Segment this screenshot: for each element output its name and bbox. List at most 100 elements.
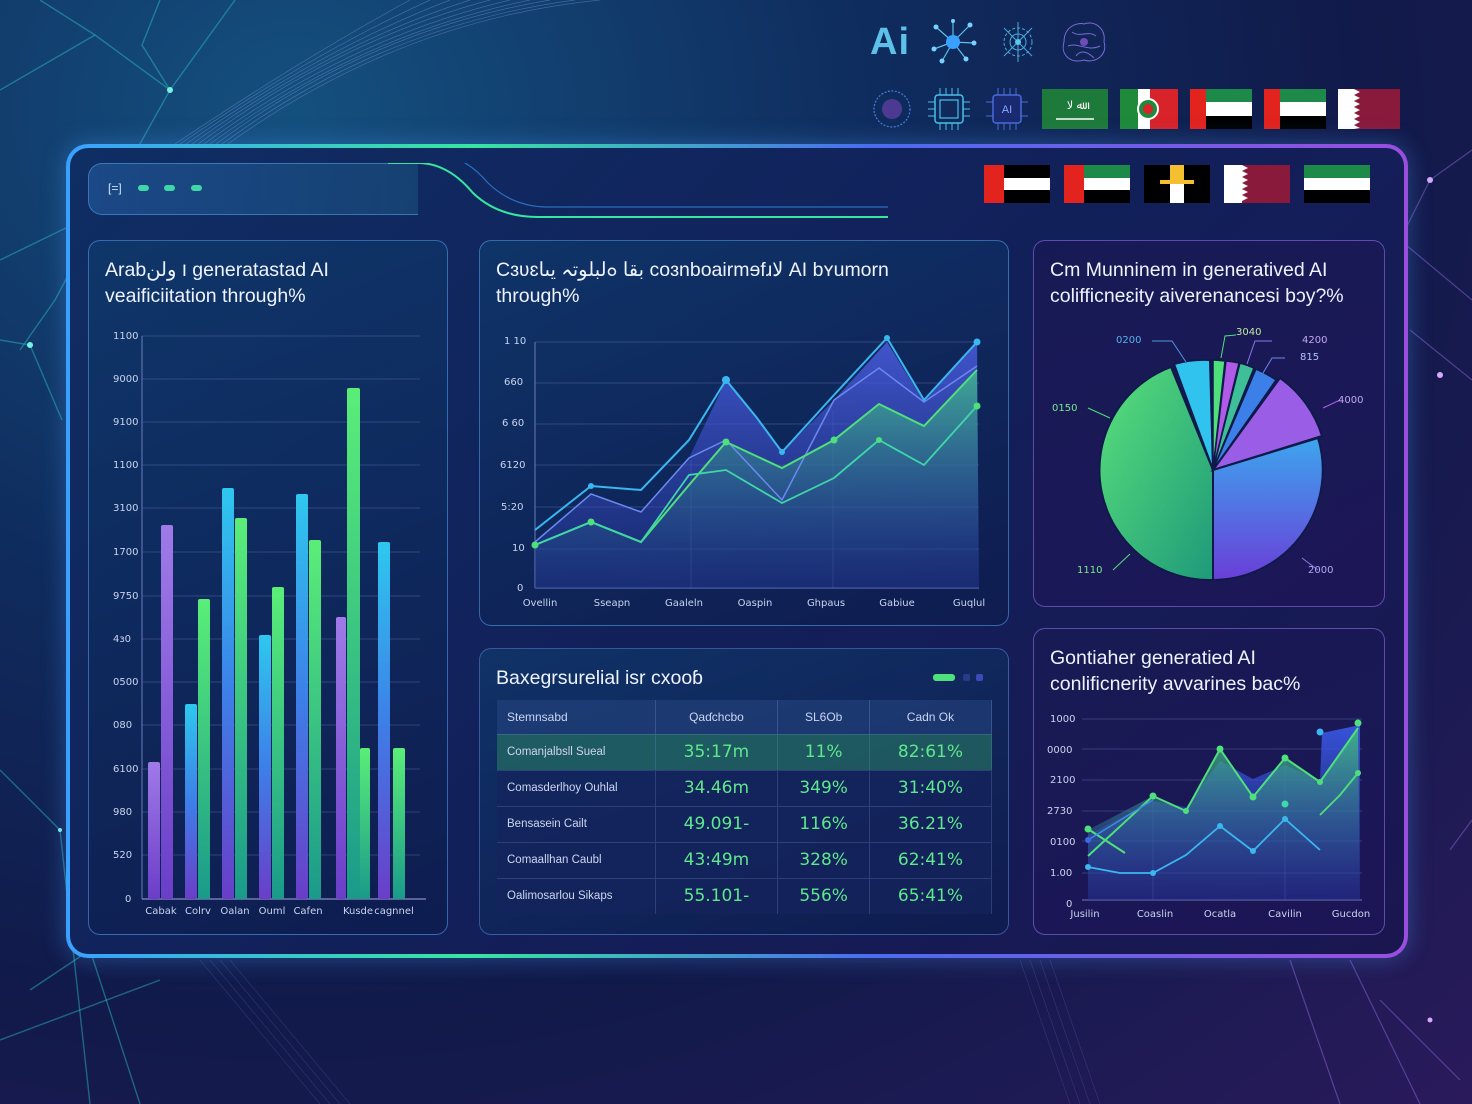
- svg-text:AI: AI: [1002, 104, 1012, 116]
- x-tick: Ouml: [258, 906, 286, 917]
- row-name: Comasderlhoy Ouhlal: [497, 769, 656, 806]
- y-tick: 980: [113, 807, 133, 818]
- x-tick: Kusde: [342, 906, 374, 917]
- pie-label: 4000: [1338, 395, 1364, 406]
- y-tick: 0000: [1047, 745, 1073, 756]
- y-tick: 0100: [1050, 837, 1076, 848]
- row-change: 65:41%: [869, 877, 993, 914]
- y-tick: 1700: [113, 547, 139, 558]
- y-tick: 2100: [1050, 775, 1076, 786]
- pie-chart-title: Cm Munninem in generatived AI colifficne…: [1050, 257, 1344, 309]
- table-header-row: Stemnsabd Qaɗchcbo SL6Ob Cadn Ok: [497, 700, 993, 734]
- uae-flag: [984, 165, 1050, 203]
- column-header[interactable]: Stemnsabd: [497, 700, 656, 734]
- table-row[interactable]: Bensasein Cailt 49.091- 116% 36.21%: [497, 805, 993, 842]
- y-tick: 10: [512, 543, 525, 554]
- table-toggle-dot[interactable]: [963, 674, 970, 681]
- top-icon-row: Ai: [870, 18, 1110, 66]
- x-tick: Sseapn: [593, 598, 631, 609]
- row-percent: 556%: [777, 877, 870, 914]
- y-tick: 2730: [1047, 806, 1073, 817]
- pie-label: 3040: [1236, 327, 1262, 338]
- x-tick: Oaspin: [737, 598, 773, 609]
- row-percent: 328%: [777, 841, 870, 878]
- header-bar: [=]: [88, 163, 888, 218]
- window-dot-1[interactable]: [138, 185, 149, 191]
- uae-flag: [1264, 89, 1326, 129]
- column-header[interactable]: Qaɗchcbo: [655, 700, 779, 734]
- row-percent: 349%: [777, 769, 870, 806]
- pie-label: 4200: [1302, 335, 1328, 346]
- row-change: 31:40%: [869, 769, 993, 806]
- area-chart-title: Gontiaher generatied AI conlificnerity a…: [1050, 645, 1300, 697]
- y-tick: 0: [1066, 899, 1073, 910]
- area-chart-title-line2: conlificnerity avvarines bac%: [1050, 673, 1301, 695]
- row-value: 43:49m: [655, 841, 779, 878]
- bar-chart: [141, 335, 426, 900]
- line-chart: [531, 335, 981, 589]
- table-toggle-dot[interactable]: [976, 674, 983, 681]
- pie-label: 0150: [1052, 403, 1078, 414]
- bar-chart-title-line1: Arabו ولن generatastad AI: [105, 259, 329, 281]
- pie-label: 0200: [1116, 335, 1142, 346]
- qatar-flag: [1224, 165, 1290, 203]
- column-header[interactable]: Cadn Ok: [869, 700, 993, 734]
- window-dot-2[interactable]: [164, 185, 175, 191]
- y-tick: 9000: [113, 374, 139, 385]
- ai-chip-icon: AI: [986, 88, 1028, 130]
- window-dot-3[interactable]: [191, 185, 202, 191]
- globe-mesh-icon: [873, 90, 911, 128]
- top-flag-row: AI ﷲ ﻻ: [870, 86, 1400, 132]
- row-percent: 116%: [777, 805, 870, 842]
- y-tick: 9750: [113, 591, 139, 602]
- column-header[interactable]: SL6Ob: [777, 700, 870, 734]
- y-tick: 660: [504, 377, 524, 388]
- y-tick: 1000: [1050, 714, 1076, 725]
- row-value: 49.091-: [655, 805, 779, 842]
- y-tick: 4ɜ0: [113, 634, 132, 645]
- row-percent: 11%: [777, 733, 870, 770]
- chip-icon: [928, 88, 970, 130]
- brunei-like-flag: [1144, 165, 1210, 203]
- row-name: Comaallhan Caubl: [497, 841, 656, 878]
- pie-label: 2000: [1308, 565, 1334, 576]
- y-tick: 0500: [113, 677, 139, 688]
- y-tick: 6120: [500, 460, 526, 471]
- table-row[interactable]: Oalimosarlou Sikaps 55.101- 556% 65:41%: [497, 877, 993, 914]
- pie-chart-title-line2: colifficneɛity aiverenancesi bɔy?%: [1050, 285, 1344, 307]
- row-name: Comanjalbsll Sueal: [497, 733, 656, 770]
- table-row[interactable]: Comasderlhoy Ouhlal 34.46m 349% 31:40%: [497, 769, 993, 806]
- y-tick: 0: [517, 583, 524, 594]
- area-chart-title-line1: Gontiaher generatied AI: [1050, 647, 1256, 669]
- row-change: 36.21%: [869, 805, 993, 842]
- y-tick: 1 10: [504, 336, 527, 347]
- row-name: Bensasein Cailt: [497, 805, 656, 842]
- neural-node-icon: [931, 19, 977, 64]
- x-tick: Colrv: [185, 906, 211, 917]
- line-chart-title-line2: through%: [496, 285, 580, 307]
- y-tick: 080: [113, 720, 133, 731]
- uae-flag: [1064, 165, 1130, 203]
- y-tick: 0: [125, 894, 132, 905]
- data-table: Stemnsabd Qaɗchcbo SL6Ob Cadn Ok Comanja…: [497, 700, 993, 914]
- ai-logo: Ai: [870, 20, 910, 63]
- qatar-flag: [1338, 89, 1400, 129]
- table-row[interactable]: Comanjalbsll Sueal 35:17m 11% 82:61%: [497, 733, 993, 770]
- neural-network-icon: [1003, 22, 1033, 62]
- app-logo-icon[interactable]: [=]: [108, 181, 122, 195]
- x-tick: Cabak: [145, 906, 177, 917]
- row-change: 82:61%: [869, 733, 993, 770]
- row-value: 34.46m: [655, 769, 779, 806]
- x-tick: Jusilin: [1070, 909, 1100, 920]
- y-tick: 6 60: [502, 418, 525, 429]
- x-tick: Gaaleln: [664, 598, 704, 609]
- y-tick: 1.00: [1050, 868, 1073, 879]
- line-chart-title-line1: Cɜʋɛبقا ܘلبلوتہ يںا coɜnboairmɘfɹلا AI b…: [496, 259, 889, 281]
- table-row[interactable]: Comaallhan Caubl 43:49m 328% 62:41%: [497, 841, 993, 878]
- x-tick: Guqlul: [952, 598, 986, 609]
- x-tick: Gucdon: [1331, 909, 1371, 920]
- x-tick: Gabiue: [879, 598, 915, 609]
- table-toggle-active[interactable]: [933, 674, 955, 681]
- y-tick: 6100: [113, 764, 139, 775]
- saudi-arabia-flag: ﷲ ﻻ: [1042, 89, 1108, 129]
